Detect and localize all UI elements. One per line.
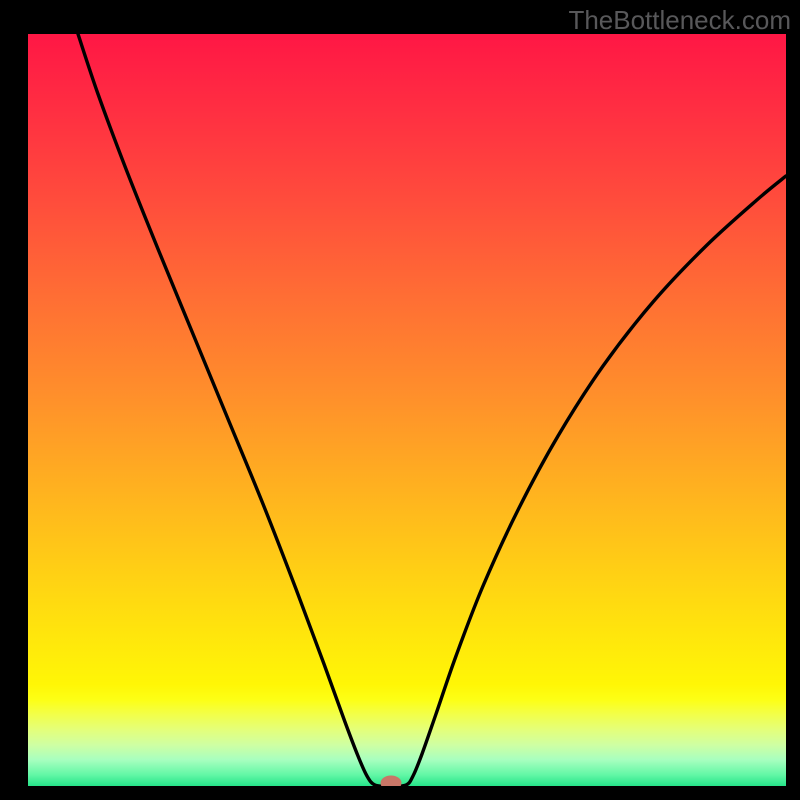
watermark-text: TheBottleneck.com [568,5,791,36]
chart-plot-area [28,34,786,786]
bottleneck-curve [28,34,786,786]
optimal-point-marker [381,776,401,786]
